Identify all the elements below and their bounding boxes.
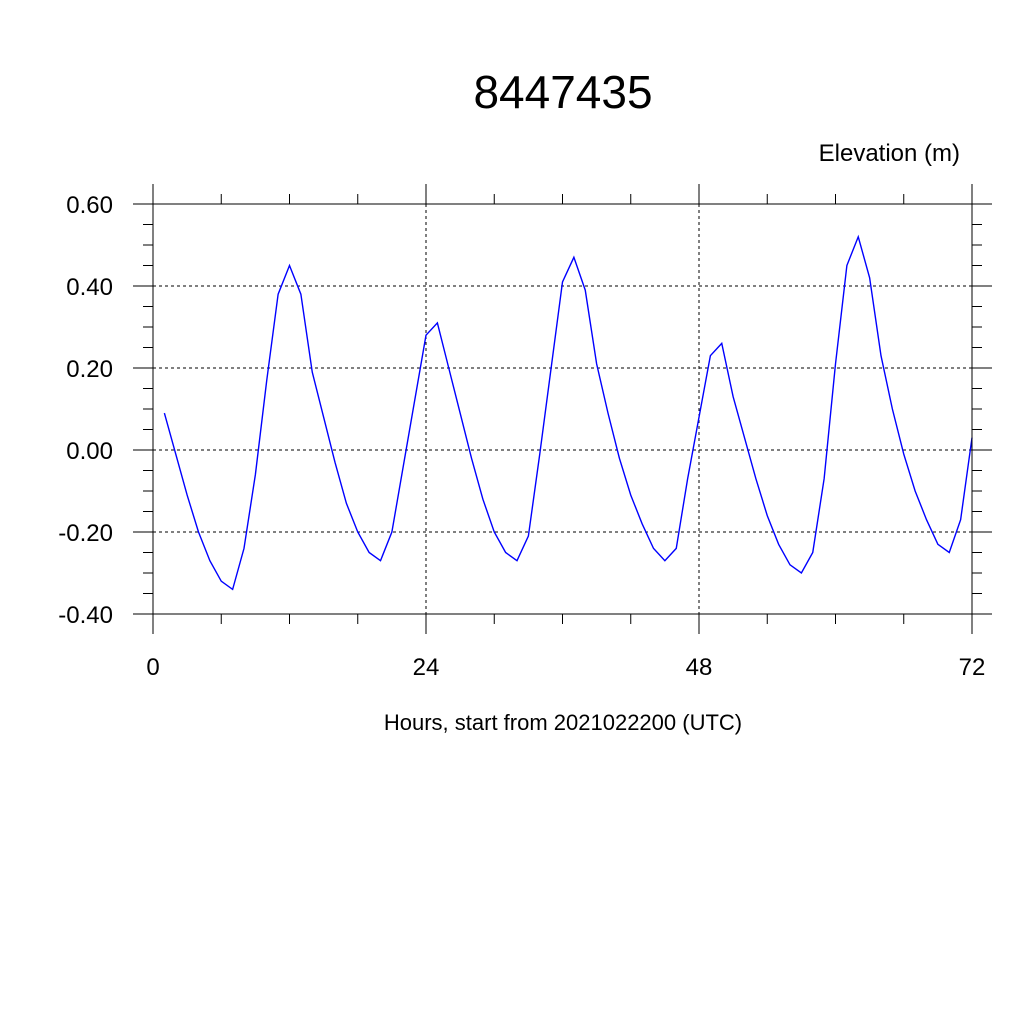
grid-lines	[152, 203, 973, 615]
tick-labels: -0.40 -0.20 0.00 0.20 0.40 0.60 0 24 48 72	[58, 192, 985, 681]
chart-title: 8447435	[473, 66, 652, 118]
axis-ticks	[133, 184, 992, 634]
series-line	[163, 234, 973, 591]
y-tick-label: 0.40	[66, 274, 113, 301]
y-tick-label: 0.20	[66, 356, 113, 383]
plot-frame	[152, 203, 973, 615]
y-axis-label: Elevation (m)	[819, 140, 960, 167]
series-layer	[163, 234, 973, 591]
y-tick-label: -0.40	[58, 602, 113, 629]
x-axis-label: Hours, start from 2021022200 (UTC)	[384, 710, 742, 735]
y-tick-label: 0.00	[66, 438, 113, 465]
x-tick-label: 0	[146, 654, 159, 681]
y-tick-label: 0.60	[66, 192, 113, 219]
x-tick-label: 72	[959, 654, 986, 681]
x-tick-label: 24	[413, 654, 440, 681]
y-tick-label: -0.20	[58, 520, 113, 547]
x-tick-label: 48	[686, 654, 713, 681]
